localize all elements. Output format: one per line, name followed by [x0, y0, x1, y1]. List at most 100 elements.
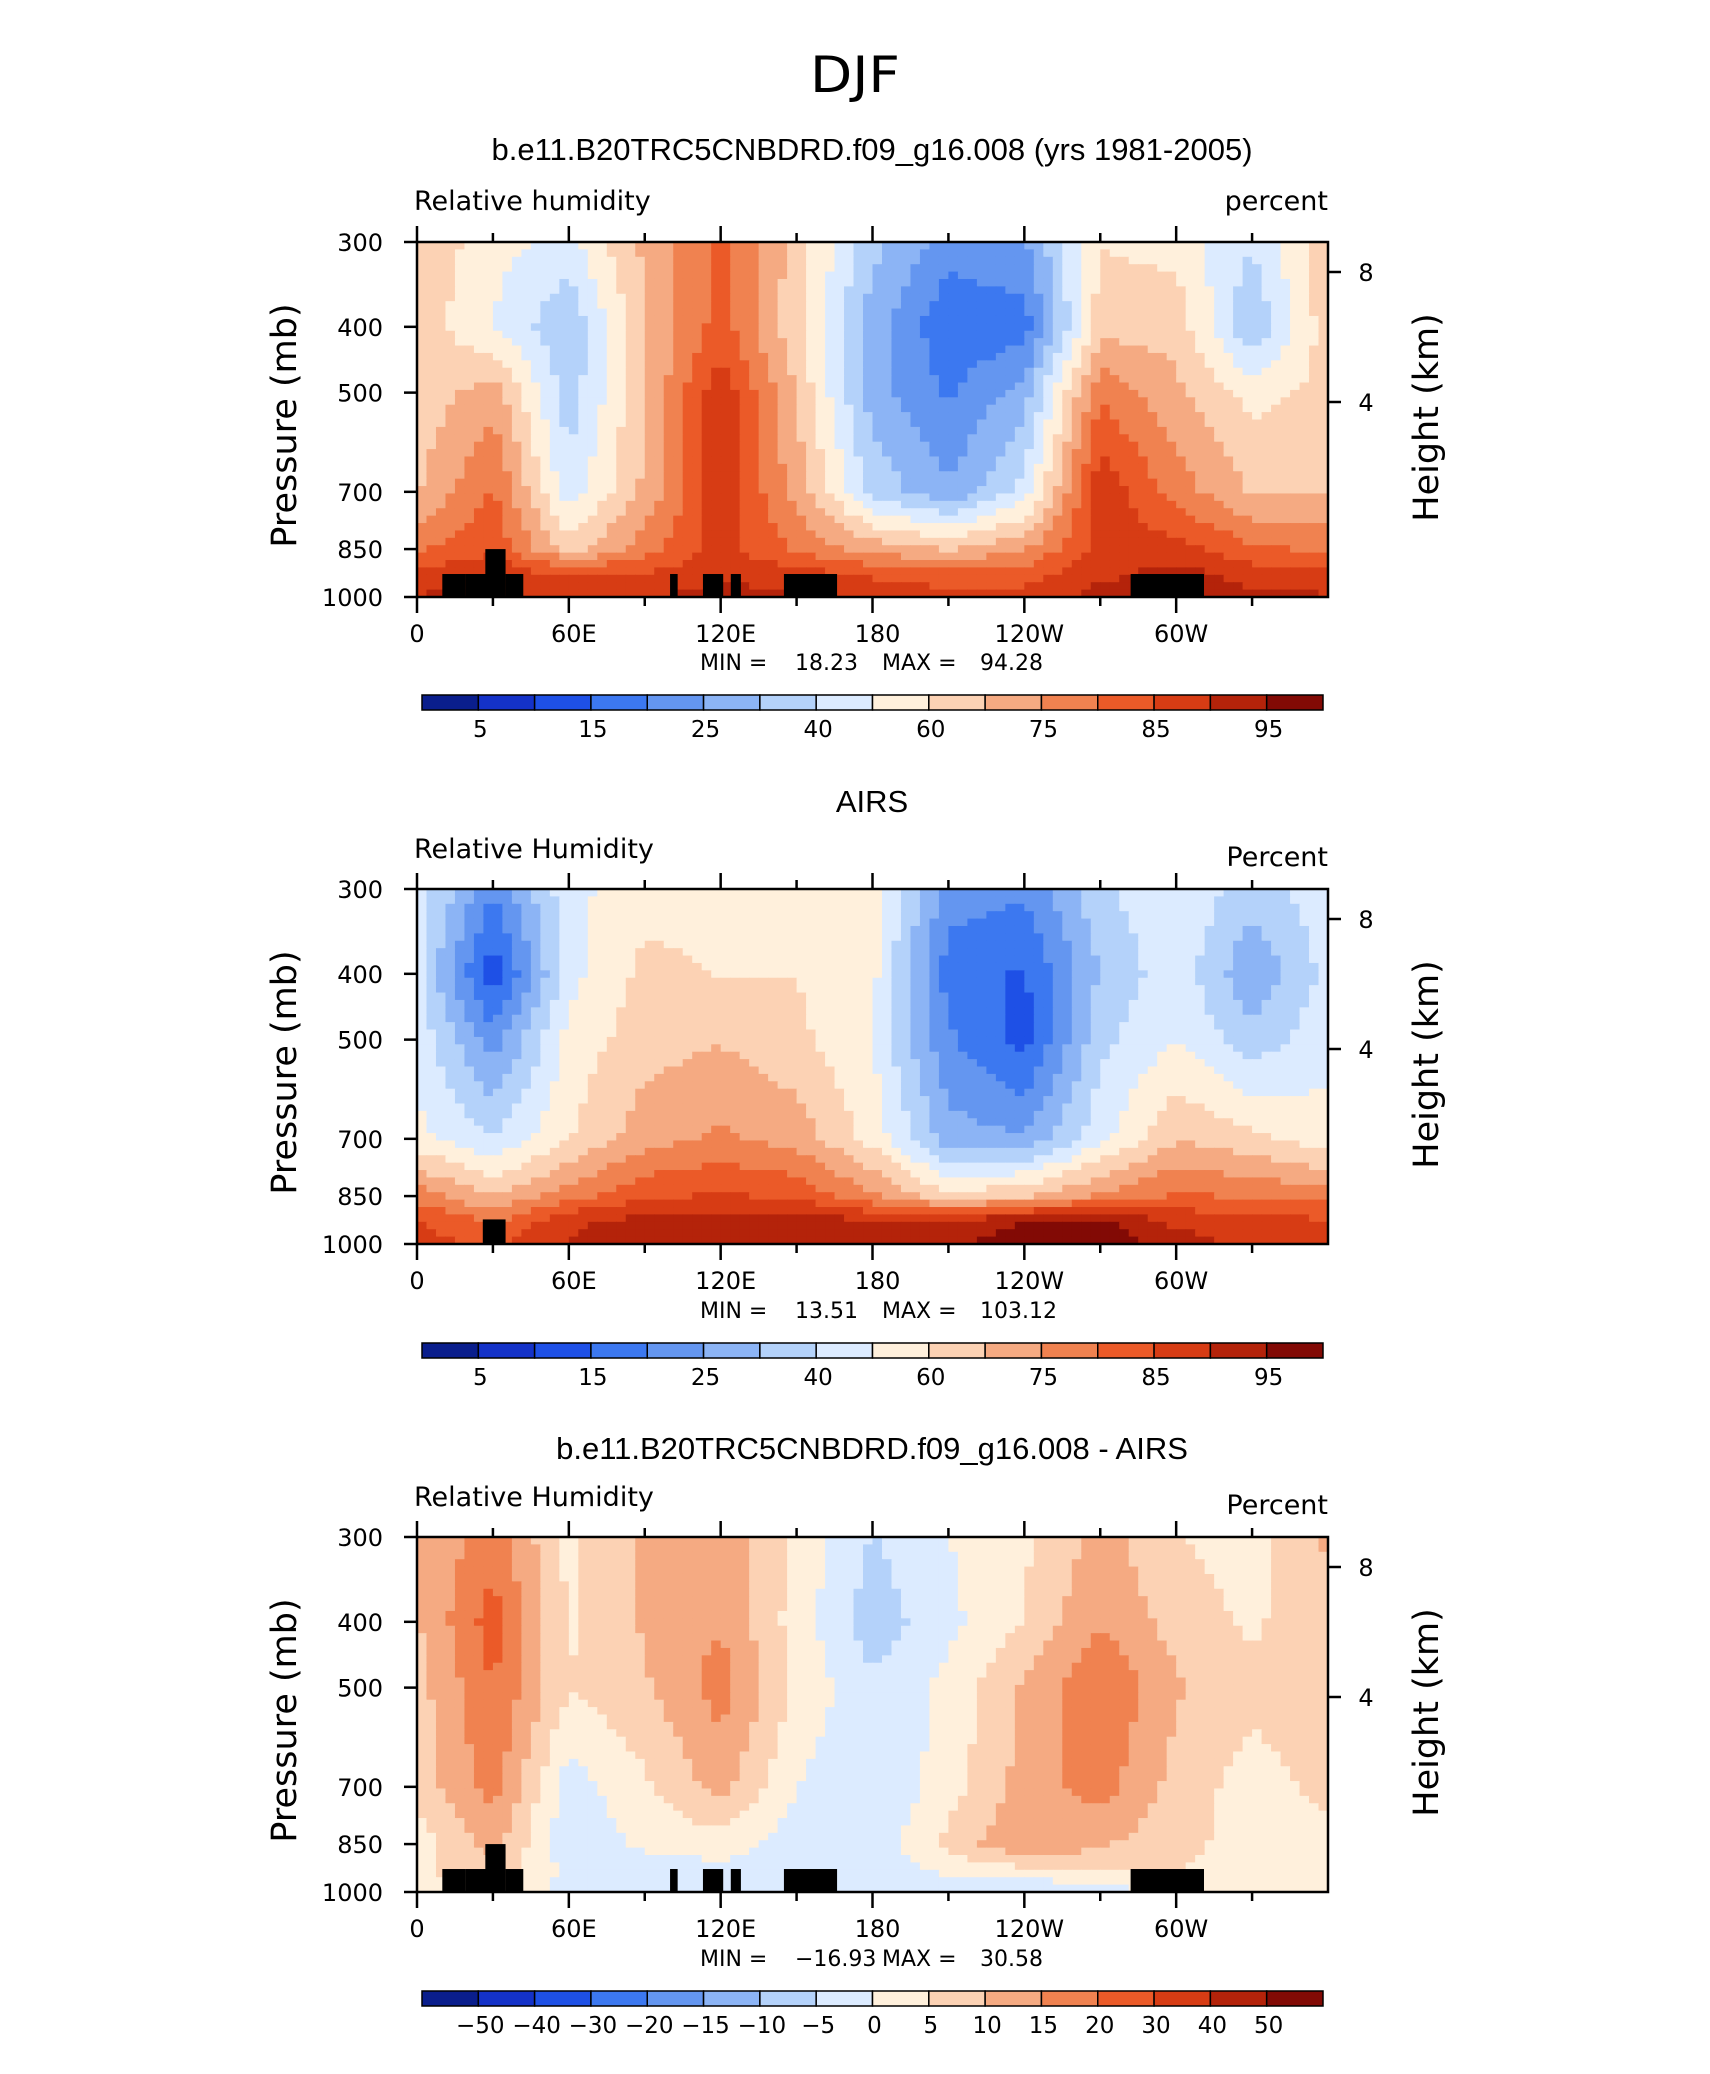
heatmap-cell [568, 242, 579, 250]
heatmap-cell [900, 545, 912, 554]
heatmap-cell [1299, 419, 1310, 428]
panel-title: AIRS [836, 784, 908, 819]
heatmap-cell [1138, 471, 1149, 480]
heatmap-cell [1223, 264, 1234, 273]
heatmap-cell [796, 382, 807, 391]
heatmap-cell [1071, 278, 1082, 287]
heatmap-cell [948, 242, 959, 250]
heatmap-cell [578, 574, 589, 583]
heatmap-cell [1290, 404, 1301, 413]
heatmap-cell [720, 903, 731, 912]
heatmap-cell [834, 434, 845, 443]
heatmap-cell [502, 352, 513, 361]
heatmap-cell [1233, 486, 1244, 495]
heatmap-cell [711, 345, 722, 354]
heatmap-cell [1195, 367, 1206, 376]
heatmap-cell [1081, 589, 1092, 597]
heatmap-cell [1052, 389, 1063, 398]
heatmap-cell [417, 426, 428, 435]
heatmap-cell [454, 456, 466, 465]
heatmap-cell [995, 508, 1006, 517]
heatmap-cell [1166, 523, 1177, 532]
heatmap-cell [616, 552, 627, 561]
heatmap-cell [1033, 471, 1044, 480]
heatmap-cell [796, 397, 807, 406]
units-label: Percent [1226, 842, 1328, 873]
heatmap-cell [730, 537, 741, 546]
heatmap-cell [825, 508, 836, 517]
heatmap-cell [1005, 486, 1016, 495]
heatmap-cell [426, 286, 437, 295]
heatmap-cell [976, 419, 987, 428]
heatmap-cell [976, 426, 987, 435]
heatmap-cell [1271, 382, 1282, 391]
heatmap-cell [787, 397, 798, 406]
heatmap-cell [1299, 352, 1310, 361]
heatmap-cell [644, 397, 655, 406]
heatmap-cell [521, 419, 532, 428]
heatmap-cell [806, 293, 817, 302]
heatmap-cell [1223, 352, 1234, 361]
heatmap-cell [806, 315, 817, 324]
heatmap-cell [1052, 315, 1063, 324]
heatmap-cell [1299, 256, 1310, 265]
heatmap-cell [948, 315, 959, 324]
heatmap-cell [720, 545, 731, 554]
heatmap-cell [1062, 478, 1073, 487]
heatmap-cell [578, 545, 589, 554]
heatmap-cell [1100, 493, 1111, 502]
heatmap-cell [806, 493, 817, 502]
heatmap-cell [663, 552, 674, 561]
heatmap-cell [900, 345, 912, 354]
heatmap-cell [730, 478, 741, 487]
heatmap-cell [749, 301, 760, 310]
heatmap-cell [1090, 471, 1101, 480]
heatmap-cell [1299, 308, 1310, 317]
heatmap-cell [1062, 256, 1073, 265]
heatmap-cell [986, 486, 997, 495]
heatmap-cell [825, 367, 836, 376]
heatmap-cell [948, 589, 959, 597]
heatmap-cell [701, 471, 712, 480]
heatmap-cell [663, 500, 674, 509]
heatmap-cell [454, 523, 466, 532]
heatmap-cell [967, 449, 978, 458]
heatmap-cell [559, 582, 570, 591]
heatmap-cell [967, 463, 978, 472]
heatmap-cell [1223, 301, 1234, 310]
topography-mask [485, 549, 506, 597]
heatmap-cell [825, 493, 836, 502]
heatmap-cell [1090, 903, 1101, 912]
heatmap-cell [863, 456, 874, 465]
heatmap-cell [1318, 560, 1328, 569]
heatmap-cell [891, 389, 902, 398]
heatmap-cell [1204, 530, 1215, 539]
heatmap-cell [663, 301, 674, 310]
heatmap-cell [1204, 441, 1215, 450]
heatmap-cell [530, 508, 541, 517]
heatmap-cell [654, 367, 665, 376]
heatmap-cell [511, 530, 522, 539]
heatmap-cell [929, 552, 940, 561]
heatmap-cell [549, 264, 560, 273]
heatmap-cell [606, 389, 617, 398]
heatmap-cell [578, 264, 589, 273]
heatmap-cell [1204, 493, 1215, 502]
x-tick-label: 120E [695, 620, 756, 648]
heatmap-cell [1204, 419, 1215, 428]
heatmap-cell [1280, 463, 1291, 472]
heatmap-cell [1081, 308, 1092, 317]
heatmap-cell [1166, 500, 1177, 509]
heatmap-cell [995, 515, 1006, 524]
colorbar-label: 60 [916, 717, 945, 743]
heatmap-cell [492, 412, 504, 421]
heatmap-cell [473, 308, 485, 317]
heatmap-cell [1271, 889, 1282, 897]
heatmap-cell [1214, 389, 1225, 398]
heatmap-cell [853, 367, 864, 376]
heatmap-cell [919, 419, 931, 428]
heatmap-cell [758, 264, 769, 273]
heatmap-cell [815, 896, 826, 905]
heatmap-cell [1005, 508, 1016, 517]
heatmap-cell [1271, 264, 1282, 273]
